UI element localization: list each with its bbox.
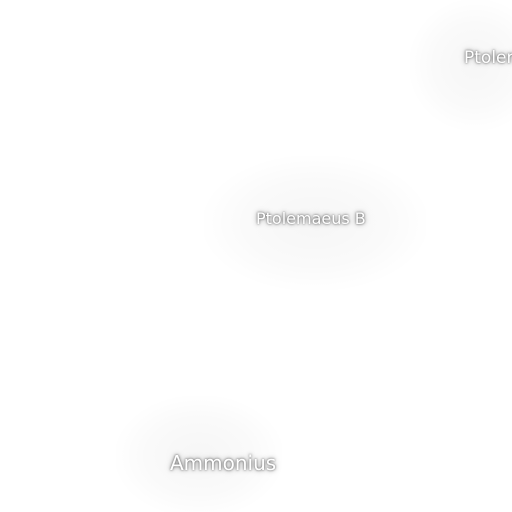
crater-label-ammonius: Ammonius bbox=[170, 451, 277, 475]
crater-label-ptolemaeus-b: Ptolemaeus B bbox=[256, 209, 366, 228]
crater-label-ptolemaeus: Ptolemaeus bbox=[464, 48, 512, 68]
